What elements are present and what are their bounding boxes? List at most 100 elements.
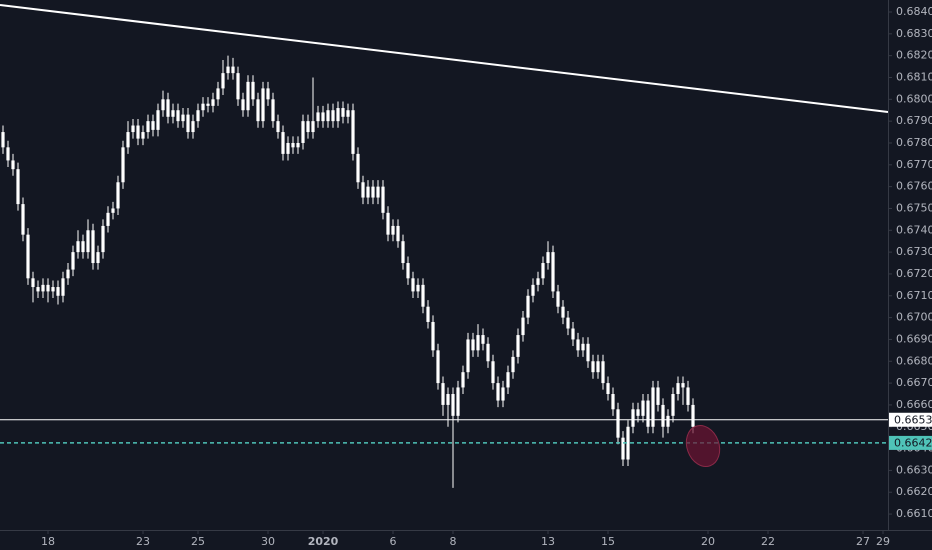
candle-body [386, 212, 390, 235]
candle-body [266, 88, 270, 100]
candle-body [666, 415, 670, 427]
candle-body [586, 343, 590, 362]
candle-body [651, 387, 655, 427]
candle-body [346, 110, 350, 117]
x-tick-label: 18 [41, 535, 55, 548]
candle-body [31, 278, 35, 288]
candle-body [71, 252, 75, 270]
candle-body [201, 103, 205, 111]
candle-body [121, 147, 125, 183]
candle-body [466, 339, 470, 373]
candle-body [136, 125, 140, 139]
candle-body [491, 361, 495, 384]
candle-body [441, 383, 445, 405]
candle-body [511, 356, 515, 373]
candle-body [631, 409, 635, 427]
candle-body [271, 99, 275, 122]
candle-body [81, 241, 85, 253]
candle-body [306, 121, 310, 133]
candle-body [206, 103, 210, 106]
candle-body [331, 110, 335, 122]
x-tick-label: 30 [261, 535, 275, 548]
price-label-box [889, 412, 932, 427]
plot-area [0, 4, 889, 488]
candle-body [626, 426, 630, 460]
candle-body [171, 110, 175, 117]
x-tick-label: 6 [390, 535, 397, 548]
candle-body [156, 110, 160, 130]
trend-line [0, 4, 889, 113]
candle-body [526, 295, 530, 318]
candle-body [461, 372, 465, 388]
candle-body [481, 335, 485, 344]
candle-body [46, 284, 50, 292]
candle-body [76, 241, 80, 253]
candle-body [476, 335, 480, 351]
price-label: 0.66532 [894, 413, 932, 426]
x-tick-label: 20 [701, 535, 715, 548]
candle-body [11, 160, 15, 170]
candle-body [646, 400, 650, 427]
candle-body [551, 252, 555, 292]
candle-body [6, 147, 10, 161]
candle-body [131, 125, 135, 133]
candle-body [151, 121, 155, 130]
candle-body [276, 121, 280, 133]
candle-body [546, 252, 550, 264]
candle-body [106, 212, 110, 226]
x-tick-label: 27 [856, 535, 870, 548]
candle-body [161, 99, 165, 111]
candle-body [111, 208, 115, 213]
candle-body [226, 66, 230, 74]
candle-body [391, 225, 395, 235]
candle-body [141, 132, 145, 139]
candle-body [601, 361, 605, 384]
candle-body [611, 394, 615, 410]
candle-body [421, 284, 425, 307]
candle-body [411, 278, 415, 292]
candle-body [506, 372, 510, 388]
candle-body [416, 284, 420, 292]
candle-body [591, 361, 595, 373]
candle-body [671, 394, 675, 416]
candle-body [336, 108, 340, 122]
candle-body [256, 99, 260, 122]
x-tick-label: 15 [601, 535, 615, 548]
candle-body [146, 121, 150, 133]
candle-body [126, 132, 130, 148]
candle-body [471, 339, 475, 351]
candle-body [436, 350, 440, 384]
candle-body [556, 291, 560, 307]
candle-body [16, 169, 20, 205]
candle-body [56, 287, 60, 296]
candle-body [681, 383, 685, 388]
candle-body [116, 182, 120, 209]
candle-body [321, 112, 325, 122]
candle-body [316, 112, 320, 122]
candle-body [641, 400, 645, 416]
candle-body [486, 343, 490, 362]
candle-body [376, 186, 380, 198]
candle-body [661, 404, 665, 427]
candle-body [181, 114, 185, 122]
candle-body [211, 99, 215, 106]
candle-body [86, 230, 90, 253]
candle-body [616, 409, 620, 438]
candle-body [396, 225, 400, 242]
